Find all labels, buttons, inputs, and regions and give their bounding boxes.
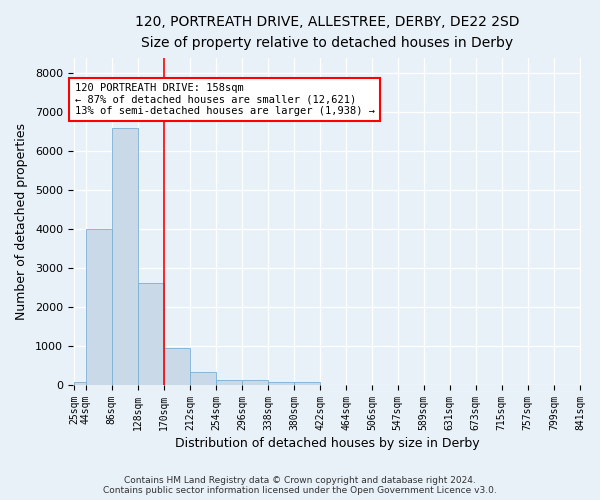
Bar	[112, 128, 138, 385]
Bar	[216, 380, 242, 385]
Bar	[268, 382, 294, 385]
Bar	[164, 348, 190, 385]
Text: 120 PORTREATH DRIVE: 158sqm
← 87% of detached houses are smaller (12,621)
13% of: 120 PORTREATH DRIVE: 158sqm ← 87% of det…	[74, 83, 374, 116]
Bar	[74, 382, 86, 385]
Bar	[86, 229, 112, 385]
Bar	[294, 382, 320, 385]
Y-axis label: Number of detached properties: Number of detached properties	[15, 123, 28, 320]
Bar	[138, 282, 164, 385]
Title: 120, PORTREATH DRIVE, ALLESTREE, DERBY, DE22 2SD
Size of property relative to de: 120, PORTREATH DRIVE, ALLESTREE, DERBY, …	[135, 15, 519, 50]
Text: Contains HM Land Registry data © Crown copyright and database right 2024.
Contai: Contains HM Land Registry data © Crown c…	[103, 476, 497, 495]
X-axis label: Distribution of detached houses by size in Derby: Distribution of detached houses by size …	[175, 437, 479, 450]
Bar	[242, 380, 268, 385]
Bar	[190, 372, 216, 385]
